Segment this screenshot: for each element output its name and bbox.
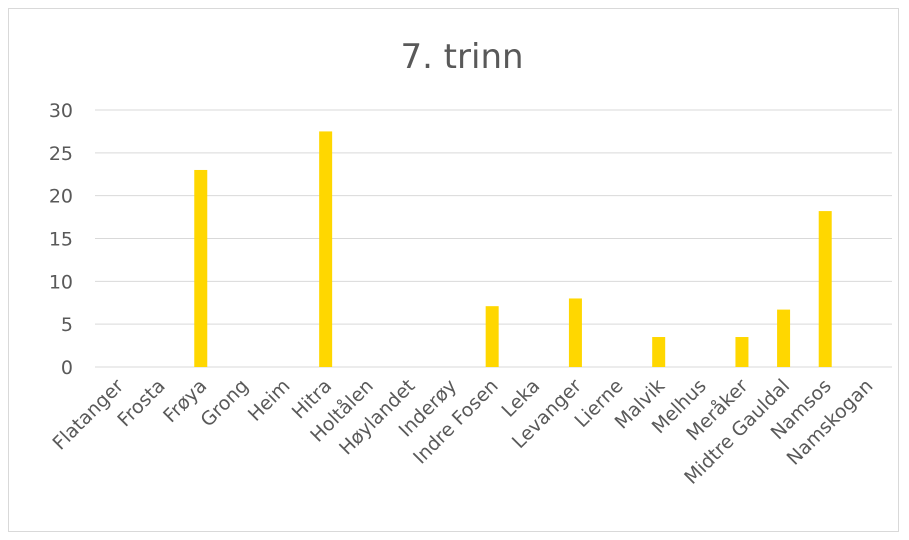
chart-frame <box>8 8 899 532</box>
y-tick-label: 15 <box>49 229 73 251</box>
bar-meråker <box>735 337 749 367</box>
x-axis-ticks: FlatangerFrostaFrøyaGrongHeimHitraHoltål… <box>48 374 877 489</box>
chart-title: 7. trinn <box>400 37 523 77</box>
gridlines <box>95 109 892 368</box>
y-tick-label: 20 <box>49 186 73 208</box>
bar-levanger <box>568 298 582 367</box>
bars <box>194 131 832 367</box>
bar-midtre-gauldal <box>777 309 791 367</box>
x-tick-label: Heim <box>244 375 295 426</box>
x-tick-label: Grong <box>196 375 252 431</box>
y-tick-label: 0 <box>61 357 73 379</box>
y-tick-label: 5 <box>61 314 73 336</box>
bar-hitra <box>319 131 333 367</box>
bar-indre-fosen <box>485 306 499 367</box>
y-tick-label: 10 <box>49 271 73 293</box>
bar-frøya <box>194 169 208 367</box>
y-axis-ticks: 0 5 10 15 20 25 30 <box>49 100 73 379</box>
bar-malvik <box>652 337 666 367</box>
y-tick-label: 30 <box>49 100 73 122</box>
bar-namsos <box>818 211 832 367</box>
x-tick-label: Frosta <box>113 375 169 431</box>
y-tick-label: 25 <box>49 143 73 165</box>
